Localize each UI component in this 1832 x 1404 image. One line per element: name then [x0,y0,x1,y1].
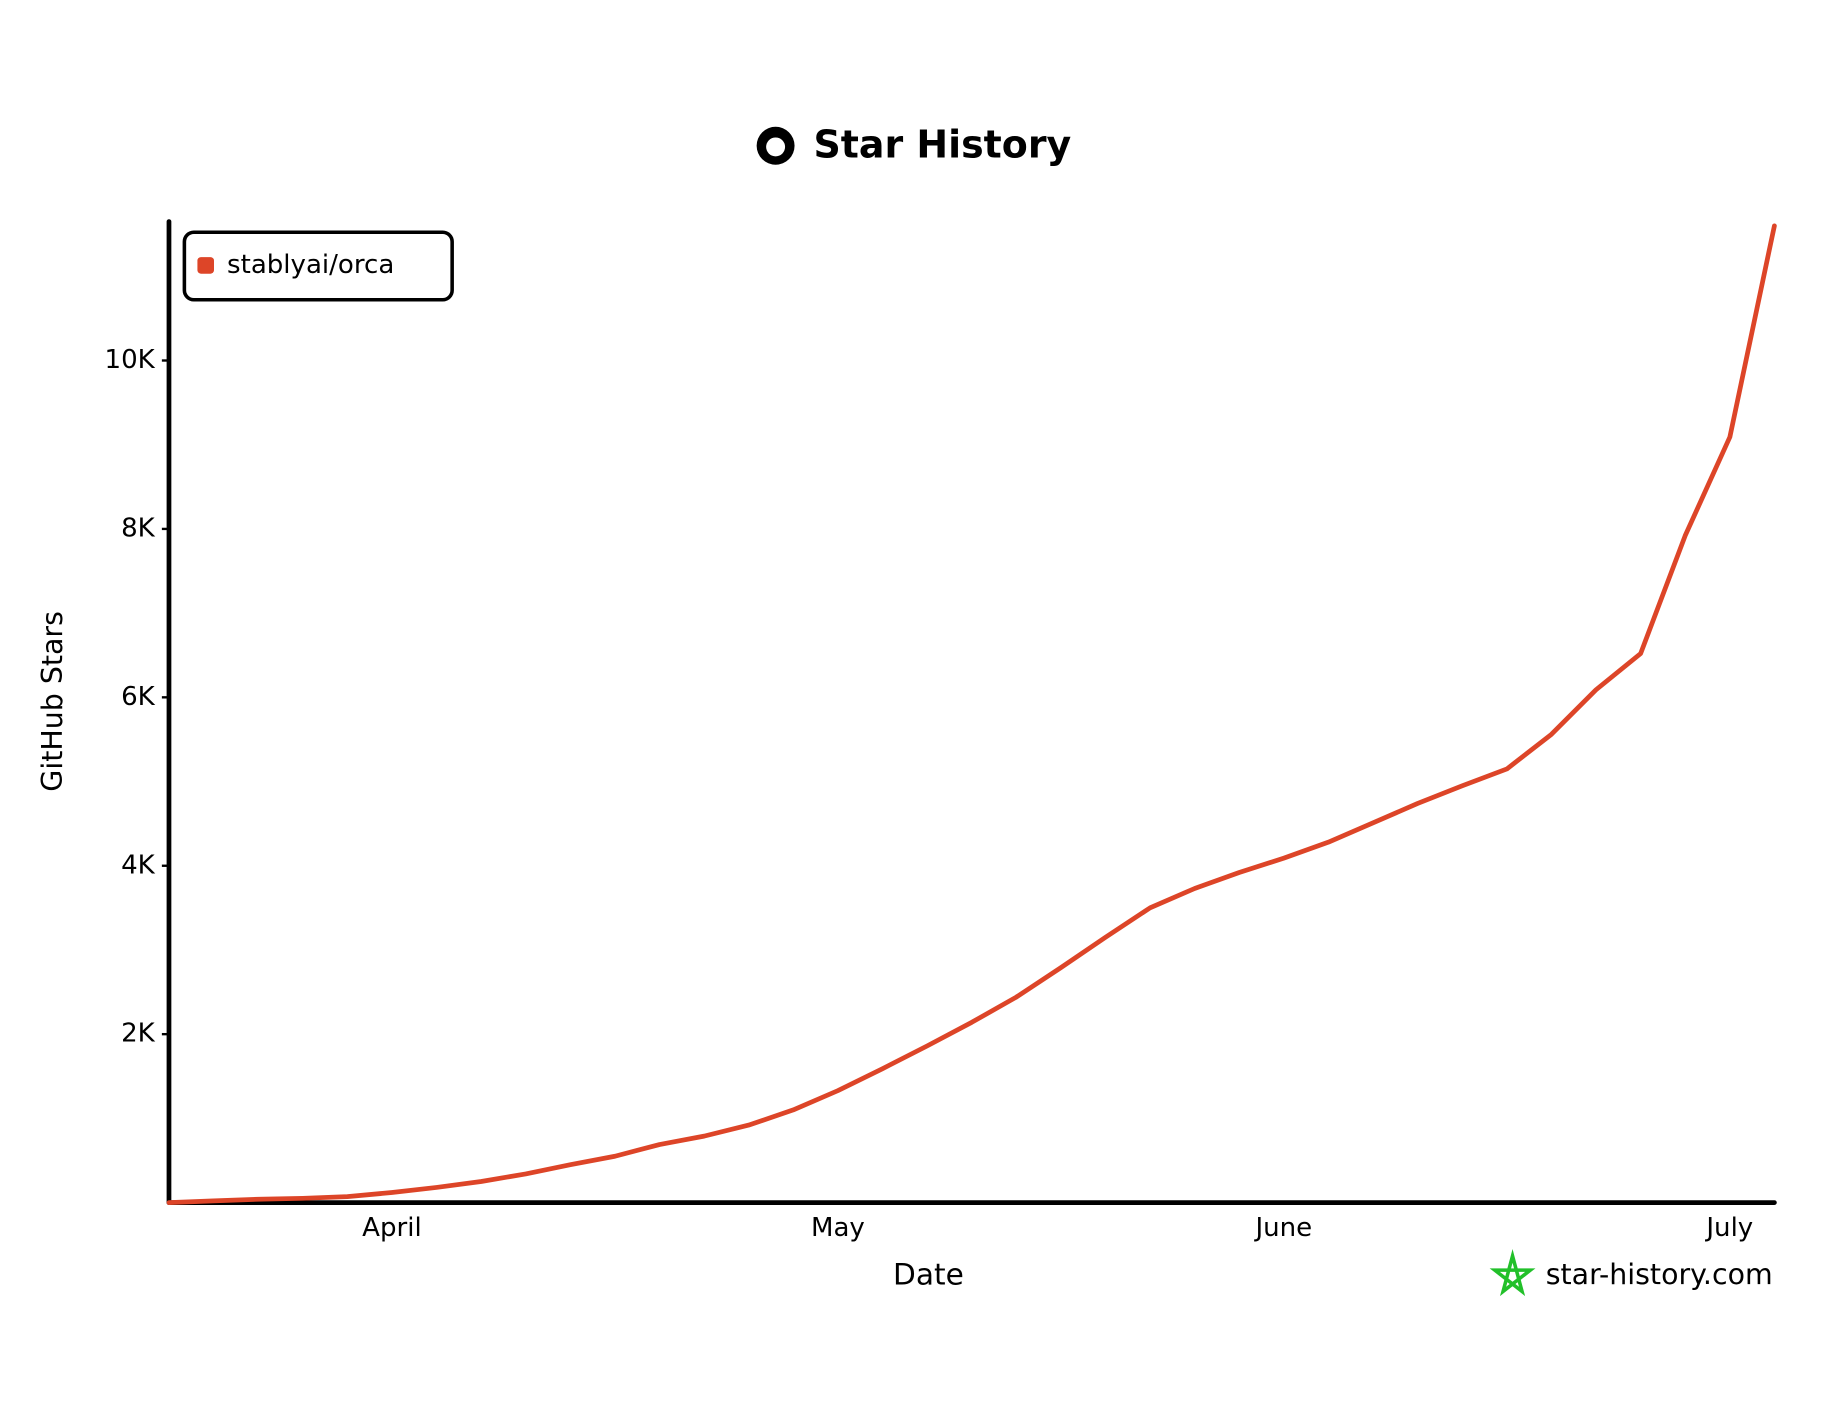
legend-swatch [197,257,214,274]
watermark-logo [1489,1249,1536,1297]
legend-box [182,230,454,302]
x-tick-label: June [1253,1213,1312,1243]
title-logo [756,126,795,165]
y-tick-label: 2K [121,1019,156,1049]
legend-label: stablyai/orca [227,250,394,280]
y-axis-label: GitHub Stars [36,611,69,792]
x-tick-label: April [362,1213,422,1243]
chart-title: Star History [814,122,1072,166]
y-tick-label: 10K [105,345,156,375]
x-axis-label: Date [893,1258,964,1292]
x-tick-label: July [1704,1213,1753,1243]
y-tick-label: 4K [121,850,156,880]
x-tick-label: May [811,1213,865,1243]
y-tick-label: 8K [121,513,156,543]
series-line [166,223,1777,1205]
y-tick-label: 6K [121,682,156,712]
watermark: star-history.com [1546,1258,1773,1291]
